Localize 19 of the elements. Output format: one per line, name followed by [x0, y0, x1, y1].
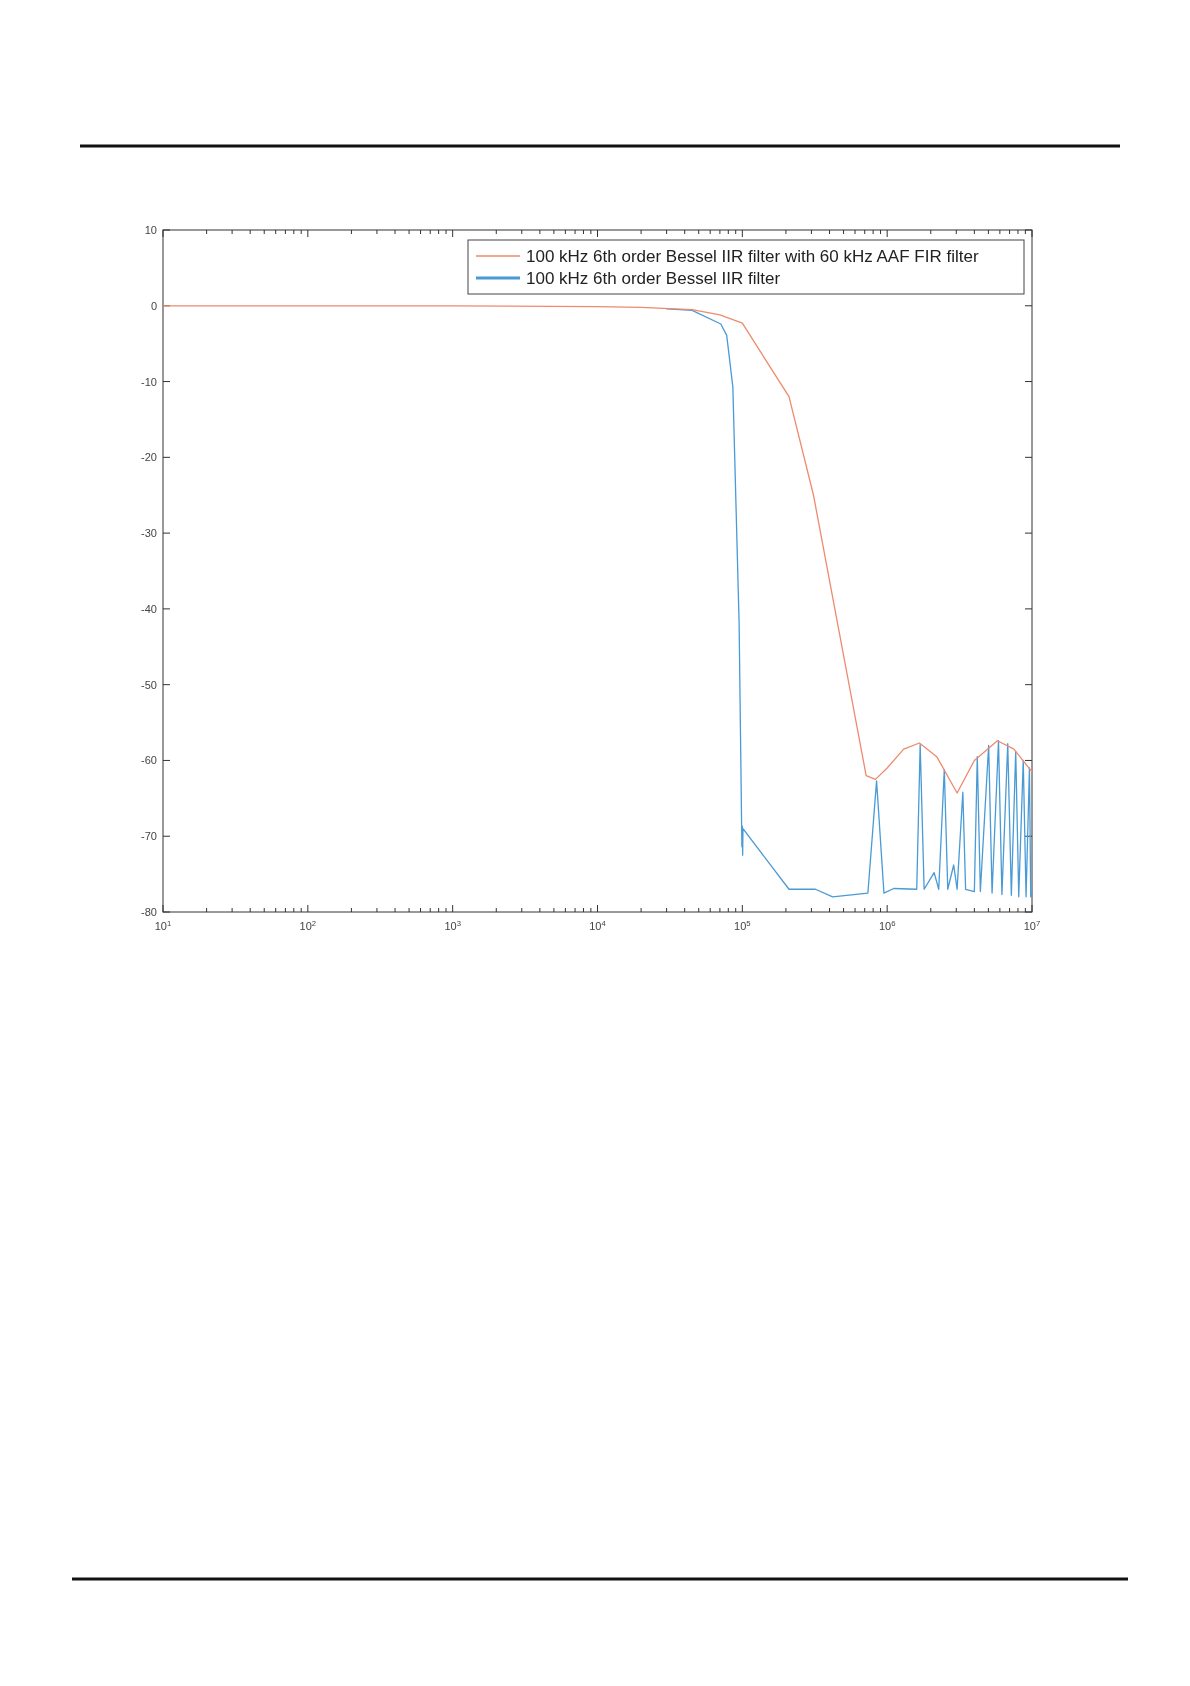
y-tick-label: -60 — [141, 754, 157, 767]
y-tick-label: 0 — [150, 299, 157, 312]
x-tick-label: 10$^{3}$ — [444, 918, 461, 932]
y-tick-label: -50 — [141, 678, 157, 691]
y-tick-label: -10 — [141, 375, 157, 388]
y-tick-label: -20 — [141, 451, 157, 464]
y-tick-label: -70 — [141, 830, 157, 843]
x-tick-label: 10$^{5}$ — [734, 918, 751, 932]
legend-label: 100 kHz 6th order Bessel IIR filter — [526, 269, 781, 288]
y-tick-label: -80 — [141, 906, 157, 918]
x-tick-label: 10$^{1}$ — [154, 918, 172, 932]
y-tick-label: -40 — [141, 602, 157, 615]
x-tick-label: 10$^{7}$ — [1023, 918, 1041, 932]
legend-label: 100 kHz 6th order Bessel IIR filter with 60 kHz AAF FIR filter — [526, 247, 979, 266]
y-tick-label: -30 — [141, 527, 157, 540]
x-tick-label: 10$^{6}$ — [878, 918, 896, 932]
x-tick-label: 10$^{4}$ — [589, 918, 607, 932]
x-tick-label: 10$^{2}$ — [299, 918, 317, 932]
y-tick-label: 10 — [144, 224, 157, 236]
